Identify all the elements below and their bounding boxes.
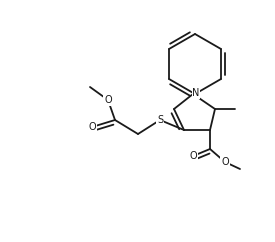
Text: O: O — [221, 157, 229, 167]
Text: O: O — [189, 151, 197, 161]
Text: O: O — [88, 122, 96, 132]
Text: O: O — [104, 95, 112, 105]
Text: S: S — [157, 115, 163, 125]
Text: N: N — [192, 88, 200, 98]
